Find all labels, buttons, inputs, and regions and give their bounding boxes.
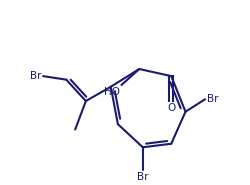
Text: O: O (167, 103, 175, 113)
Text: Br: Br (30, 71, 42, 81)
Text: Br: Br (137, 172, 148, 182)
Text: HO: HO (104, 87, 120, 97)
Text: Br: Br (207, 94, 218, 104)
